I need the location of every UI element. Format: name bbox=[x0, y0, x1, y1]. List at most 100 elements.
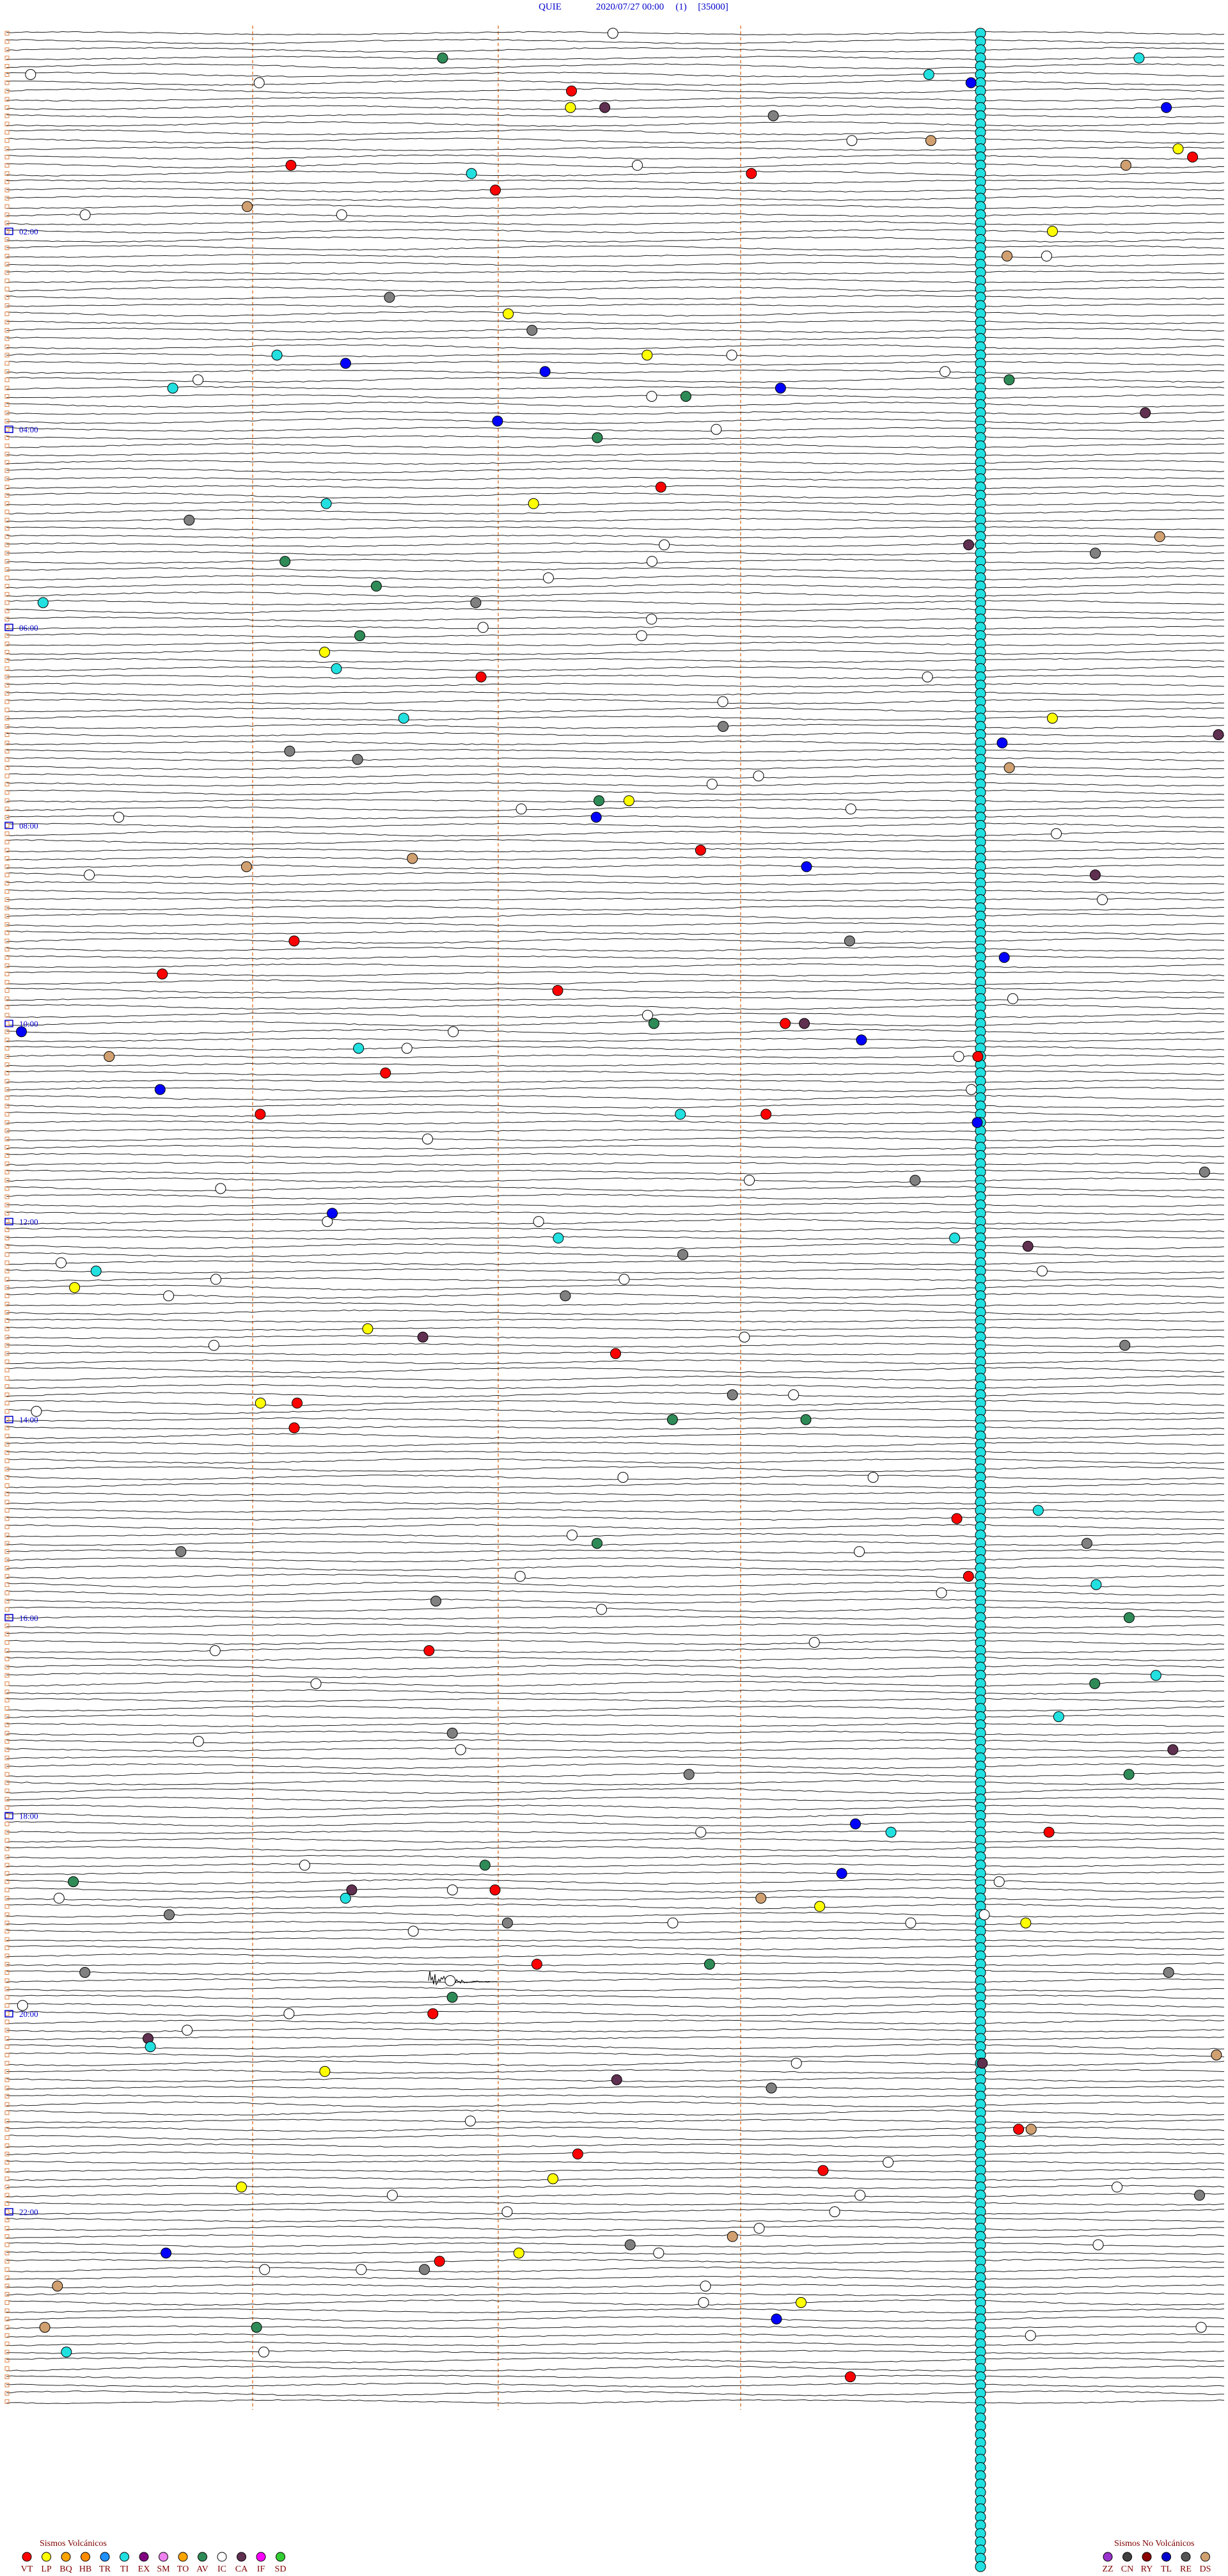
event bbox=[1154, 531, 1165, 542]
trace bbox=[6, 320, 1225, 324]
trace bbox=[6, 352, 1225, 358]
trace bbox=[6, 195, 1225, 201]
legend-swatch bbox=[1181, 2552, 1191, 2562]
trace bbox=[6, 1821, 1225, 1827]
row-marker bbox=[4, 1046, 10, 1051]
event bbox=[464, 2115, 476, 2127]
trace bbox=[6, 1945, 1225, 1950]
event bbox=[642, 1009, 653, 1021]
row-marker bbox=[4, 196, 10, 201]
event bbox=[208, 1339, 219, 1351]
row-marker bbox=[4, 452, 10, 457]
trace bbox=[6, 1845, 1225, 1852]
trace bbox=[6, 1780, 1225, 1785]
trace bbox=[6, 856, 1225, 860]
event bbox=[1150, 1670, 1161, 1681]
event bbox=[753, 770, 764, 782]
row-marker bbox=[4, 2011, 10, 2016]
trace bbox=[6, 2176, 1225, 2181]
event bbox=[251, 2321, 262, 2333]
row-marker bbox=[4, 1648, 10, 1653]
row-marker bbox=[4, 699, 10, 704]
row-marker bbox=[4, 1137, 10, 1142]
event bbox=[817, 2165, 829, 2176]
trace bbox=[6, 2275, 1225, 2280]
event bbox=[1090, 1579, 1102, 1590]
row-marker bbox=[4, 1087, 10, 1092]
event bbox=[1041, 250, 1052, 262]
trace bbox=[6, 170, 1225, 177]
row-marker bbox=[4, 1063, 10, 1067]
trace bbox=[6, 748, 1225, 754]
trace bbox=[6, 1284, 1224, 1291]
row-marker bbox=[4, 658, 10, 663]
trace bbox=[6, 1111, 1225, 1118]
event bbox=[925, 135, 936, 146]
row-marker bbox=[4, 1178, 10, 1183]
hour-marker bbox=[4, 1416, 13, 1423]
event bbox=[1032, 1505, 1044, 1516]
trace bbox=[6, 72, 1225, 77]
trace bbox=[6, 1756, 1225, 1760]
event bbox=[427, 2008, 439, 2019]
row-marker bbox=[4, 278, 10, 283]
row-marker bbox=[4, 592, 10, 597]
trace bbox=[6, 1805, 1225, 1810]
event bbox=[648, 1018, 659, 1029]
traces bbox=[4, 26, 1225, 2410]
event bbox=[596, 1604, 607, 1615]
trace bbox=[6, 1615, 1225, 1620]
trace bbox=[6, 2201, 1225, 2206]
trace bbox=[6, 1771, 1225, 1778]
legend-swatch bbox=[256, 2552, 266, 2562]
legend-swatch bbox=[139, 2552, 149, 2562]
trace bbox=[6, 1730, 1225, 1736]
event bbox=[1089, 1678, 1101, 1689]
trace bbox=[6, 1441, 1225, 1448]
event bbox=[780, 1018, 791, 1029]
event bbox=[446, 1991, 458, 2003]
trace bbox=[6, 1524, 1225, 1530]
legend-code: CN bbox=[1121, 2564, 1133, 2574]
row-marker bbox=[4, 2060, 10, 2066]
row-marker bbox=[4, 443, 10, 448]
trace bbox=[6, 1038, 1225, 1043]
legend-swatch bbox=[100, 2552, 110, 2562]
event bbox=[340, 1892, 351, 1904]
row-marker bbox=[4, 988, 10, 993]
row-marker bbox=[4, 765, 10, 770]
legend-code: ZZ bbox=[1102, 2564, 1113, 2574]
trace bbox=[6, 1606, 1225, 1613]
trace bbox=[6, 1590, 1225, 1596]
row-marker bbox=[4, 1499, 10, 1505]
trace bbox=[6, 411, 1225, 415]
event bbox=[531, 1959, 542, 1970]
row-marker bbox=[4, 1541, 10, 1546]
event bbox=[53, 1892, 65, 1904]
trace bbox=[6, 1863, 1225, 1867]
event bbox=[617, 1472, 629, 1483]
trace bbox=[6, 2382, 1225, 2388]
trace bbox=[6, 294, 1225, 300]
trace bbox=[6, 963, 1225, 968]
row-marker bbox=[4, 394, 10, 399]
event bbox=[154, 1084, 166, 1095]
event bbox=[513, 2247, 524, 2259]
trace bbox=[6, 830, 1225, 837]
trace bbox=[6, 633, 1225, 638]
row-marker bbox=[4, 1516, 10, 1521]
row-marker bbox=[4, 1920, 10, 1925]
row-marker bbox=[4, 336, 10, 341]
row-marker bbox=[4, 2242, 10, 2247]
event bbox=[253, 77, 265, 88]
trace bbox=[6, 1162, 1225, 1166]
row-marker bbox=[4, 1789, 10, 1794]
row-marker bbox=[4, 1558, 10, 1562]
event bbox=[940, 366, 950, 377]
row-marker bbox=[4, 212, 10, 217]
row-marker bbox=[4, 839, 10, 844]
event bbox=[560, 1290, 571, 1302]
event bbox=[963, 539, 974, 551]
row-marker bbox=[4, 361, 10, 366]
event bbox=[883, 2156, 894, 2168]
